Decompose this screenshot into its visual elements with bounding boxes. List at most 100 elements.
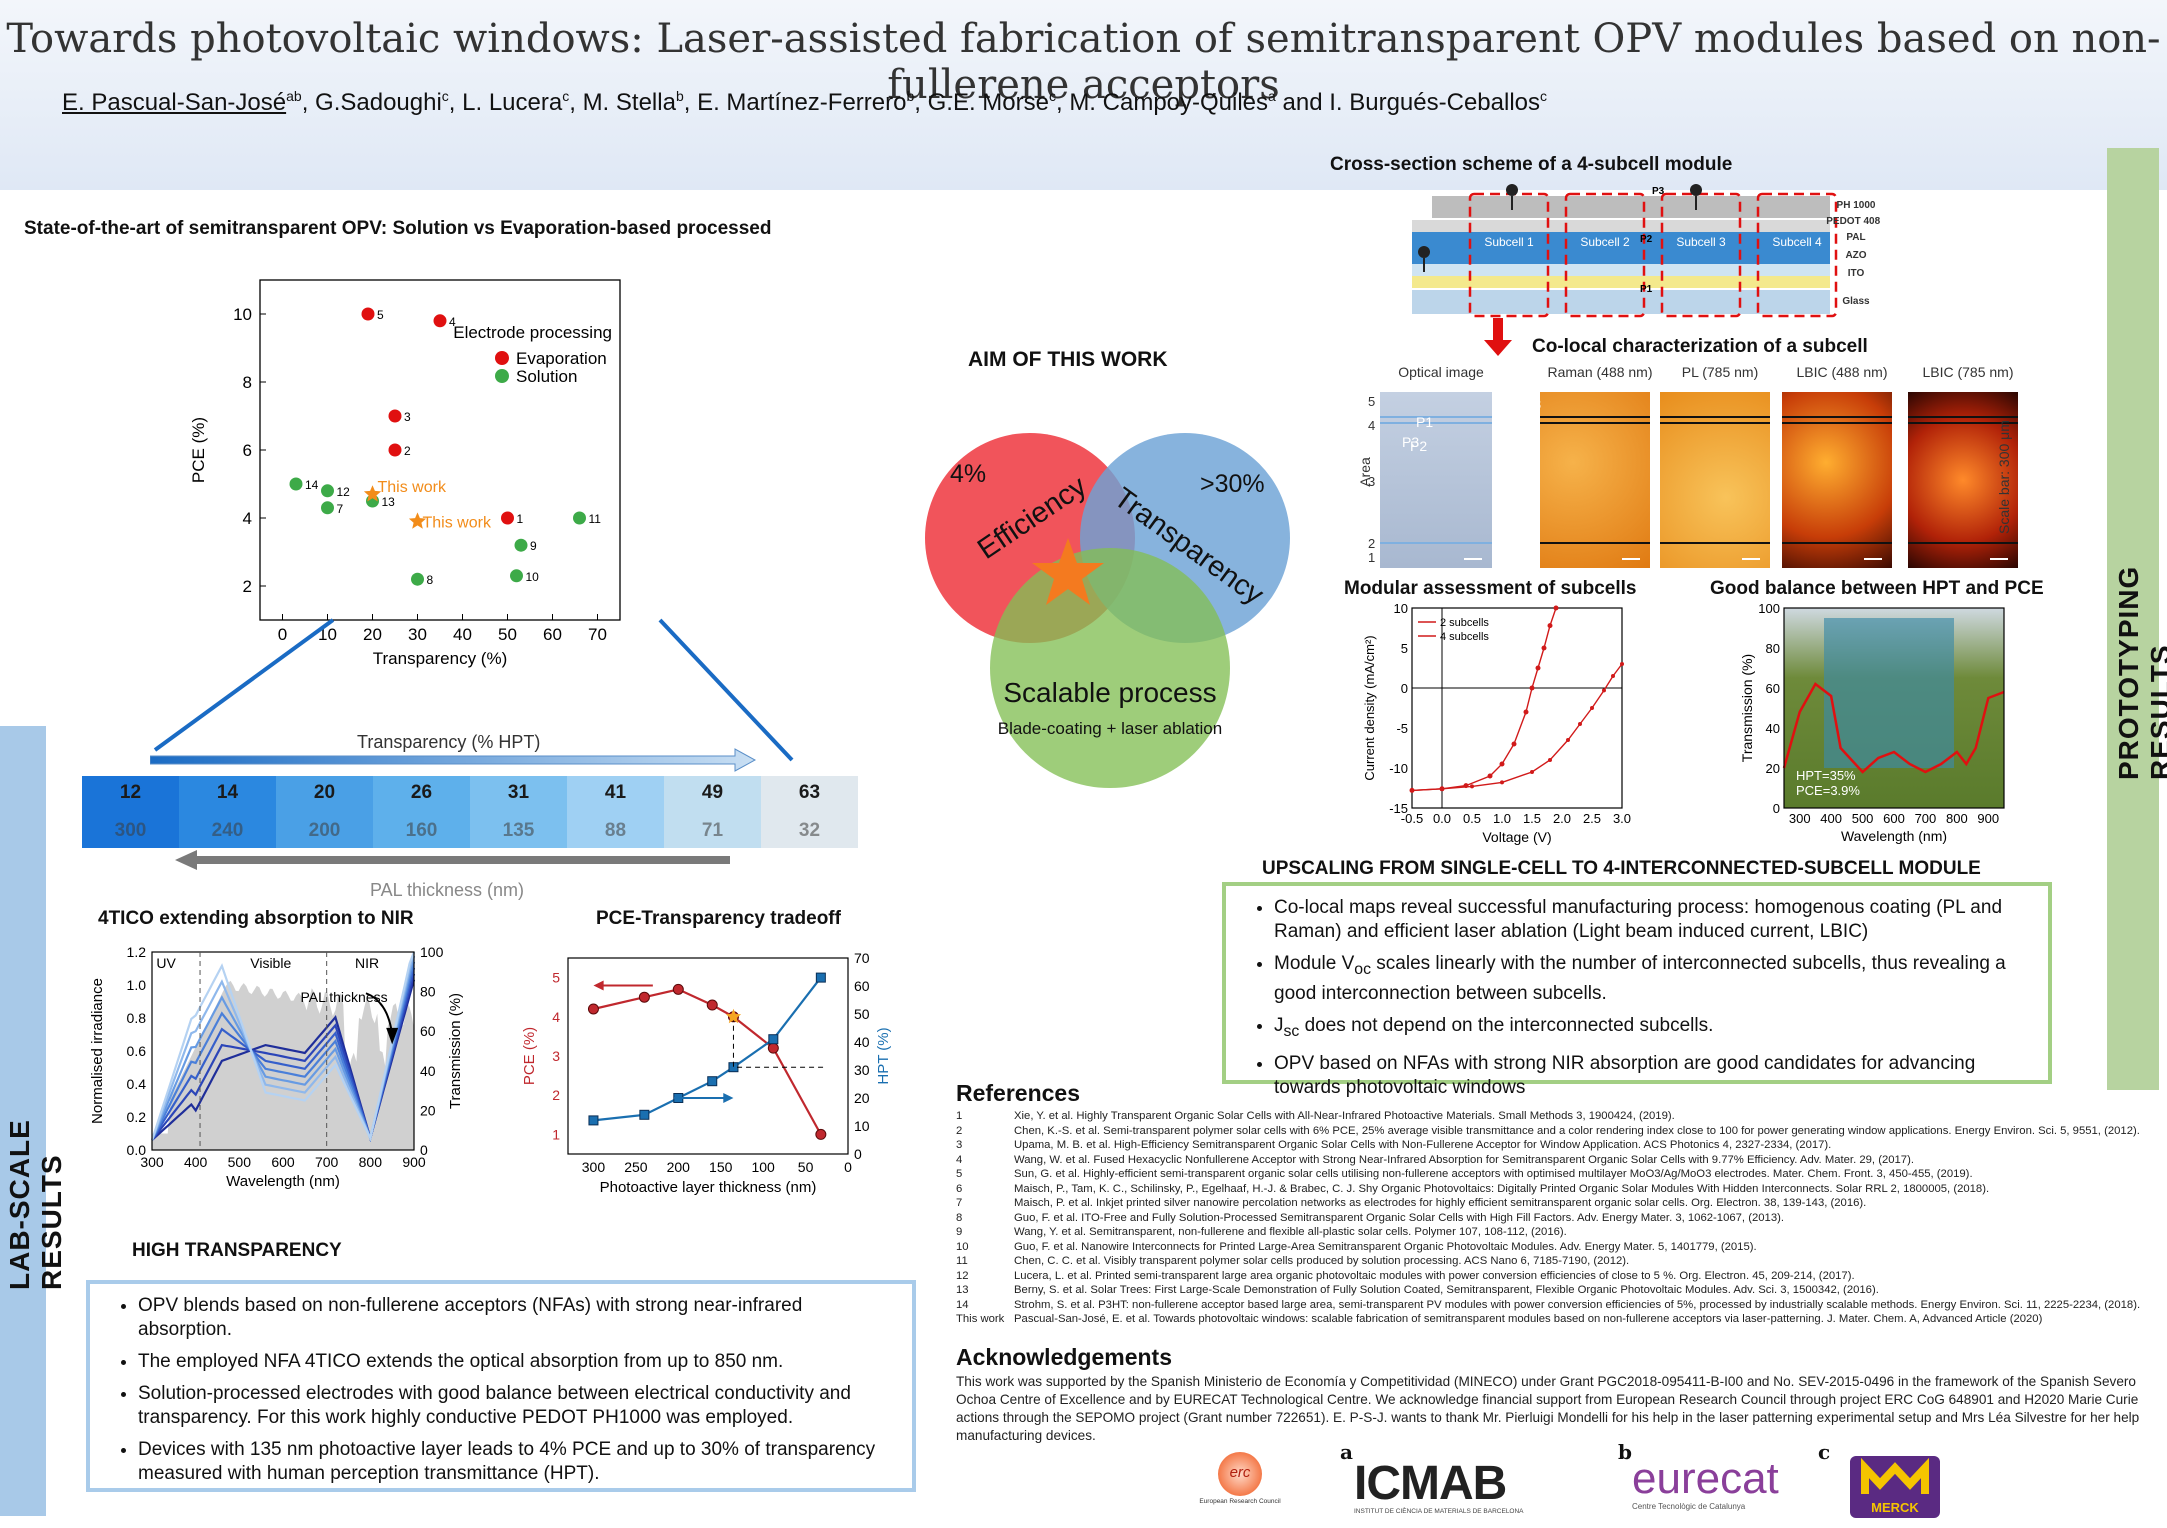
reference-number: 8	[956, 1211, 963, 1224]
area-number: 1	[1368, 550, 1376, 565]
scale-bar	[1622, 558, 1640, 560]
cross-section-title: Cross-section scheme of a 4-subcell modu…	[1330, 154, 1733, 175]
erc-logo-sub: European Research Council	[1199, 1498, 1281, 1505]
area-number: 2	[1368, 536, 1376, 551]
scalable-label: Scalable process	[1003, 677, 1216, 708]
jv-point	[1590, 706, 1594, 710]
data-point	[573, 511, 586, 525]
y-tick-label: 10	[233, 305, 252, 324]
reference-item: 6 Maisch, P., Tam, K. C., Schilinsky, P.,…	[956, 1182, 2151, 1197]
y2-tick-label: 50	[854, 1006, 870, 1022]
jv-point	[1470, 784, 1474, 789]
y2-tick-label: 80	[420, 984, 436, 1000]
scale-bar	[1742, 558, 1760, 560]
layer-label: Glass	[1842, 296, 1870, 307]
pedot-layer	[1412, 220, 1830, 232]
scalable-sub: Blade-coating + laser ablation	[998, 719, 1222, 738]
legend-label: Evaporation	[516, 349, 607, 368]
reference-text: Upama, M. B. et al. High-Efficiency Semi…	[1014, 1139, 1832, 1151]
x-axis-label: Wavelength (nm)	[1841, 828, 1947, 844]
reference-item: 10 Guo, F. et al. Nanowire Interconnects …	[956, 1240, 2151, 1255]
pal-thickness-annotation: PAL thickness	[300, 989, 387, 1005]
icmab-logo: ICMAB INSTITUT DE CIÈNCIA DE MATERIALS D…	[1354, 1460, 1564, 1516]
transparency-value: >30%	[1200, 470, 1265, 498]
efficiency-value: 4%	[950, 460, 986, 488]
y-tick-label: 80	[1766, 641, 1780, 656]
subcell-frame	[1564, 192, 1646, 318]
reference-number: 1	[956, 1110, 963, 1122]
icmab-logo-sub: INSTITUT DE CIÈNCIA DE MATERIALS DE BARC…	[1354, 1508, 1524, 1515]
y2-tick-label: 20	[420, 1102, 436, 1118]
author-affiliation: a	[1268, 88, 1276, 104]
subcell-label: Subcell 4	[1772, 235, 1822, 249]
reference-text: Chen, K.-S. et al. Semi-transparent poly…	[1014, 1124, 2140, 1137]
reference-item: 2 Chen, K.-S. et al. Semi-transparent pol…	[956, 1124, 2151, 1139]
x-tick-label: 200	[667, 1159, 691, 1175]
strip-cell: 31 135	[470, 776, 567, 848]
scale-caption: Scale bar: 300 μm	[1996, 420, 2012, 534]
transparency-strip: 12 300 14 240 20 200 26 160 31 135 41 88 49 71 63 32	[82, 776, 858, 848]
reference-item: 9 Wang, Y. et al. Semitransparent, non-fu…	[956, 1225, 2151, 1240]
hpt-point	[768, 1034, 779, 1045]
y-axis-label: Transmission (%)	[1740, 654, 1755, 762]
x-tick-label: 400	[184, 1154, 208, 1170]
reference-item: 7 Maisch, P. et al. Inkjet printed silver…	[956, 1196, 2151, 1211]
eurecat-logo-text: eurecat	[1632, 1454, 1779, 1503]
y-axis-label: Current density (mA/cm²)	[1362, 635, 1377, 780]
module-photo	[1824, 618, 1954, 768]
y-tick-label: 0	[1401, 681, 1408, 696]
legend-marker	[495, 369, 509, 383]
author-affiliation: c	[562, 88, 570, 104]
reference-item: 8 Guo, F. et al. ITO-Free and Fully Solut…	[956, 1211, 2151, 1226]
tradeoff-chart: 300 250 200 150 100 50 054321706050403020100Ph…	[521, 950, 892, 1196]
right-sidebar-label: PROTOTYPING RESULTS	[2113, 565, 2167, 780]
pce-point	[767, 1042, 779, 1054]
hpt-value: 14	[216, 782, 239, 803]
hpt-value: 63	[798, 782, 821, 803]
x-tick-label: 20	[363, 625, 382, 644]
reference-item: 11 Chen, C. C. et al. Visibly transparent…	[956, 1254, 2151, 1269]
hpt-point	[707, 1076, 718, 1087]
author-affiliation: c	[441, 88, 449, 104]
map-column-title: Raman (488 nm)	[1547, 364, 1653, 380]
plot-frame	[1783, 607, 2005, 809]
this-work-label: This work	[378, 479, 447, 496]
ito-layer	[1412, 276, 1830, 288]
author-affiliation: b	[675, 88, 684, 104]
terminal-icon	[1690, 184, 1702, 196]
x-axis-label: Transparency (%)	[373, 649, 507, 668]
legend-label: Solution	[516, 367, 577, 386]
data-point	[514, 538, 528, 552]
map-column-title: LBIC (488 nm)	[1796, 364, 1888, 380]
author-name: L. Lucera	[462, 89, 563, 116]
y2-tick-label: 0	[420, 1142, 428, 1158]
subcell-frame	[1756, 192, 1838, 318]
y-tick-label: 5	[552, 970, 560, 986]
jv-point	[1620, 662, 1624, 666]
data-point	[321, 501, 334, 515]
x-tick-label: 0.0	[1433, 811, 1451, 826]
jv-point	[1535, 665, 1541, 671]
pce-point	[587, 1003, 599, 1015]
reference-item: 3 Upama, M. B. et al. High-Efficiency Sem…	[956, 1138, 2151, 1153]
point-label: 2	[404, 444, 411, 458]
reference-text: Strohm, S. et al. P3HT: non-fullerene ac…	[1014, 1298, 2141, 1311]
reference-number: 9	[956, 1226, 963, 1238]
y-tick-label: -10	[1389, 761, 1408, 776]
hpt-point	[815, 972, 826, 983]
legend-label: 2 subcells	[1440, 617, 1489, 629]
y-tick-label: 40	[1766, 721, 1780, 736]
hpt-point	[639, 1109, 650, 1120]
y2-axis-label: Transmission (%)	[447, 993, 464, 1109]
x-tick-label: 1.5	[1523, 811, 1541, 826]
layer-label: AZO	[1845, 250, 1866, 261]
colocal-maps: Optical image Raman (488 nm) PL (785 nm) LB…	[1357, 364, 2020, 574]
p2-marker: P2	[1640, 234, 1653, 245]
scribe-line	[1660, 416, 1770, 418]
map-column-title: LBIC (785 nm)	[1922, 364, 2014, 380]
upscaling-bullet: OPV based on NFAs with strong NIR absorp…	[1274, 1052, 2036, 1100]
jv-point	[1566, 738, 1570, 742]
scribe-line	[1380, 542, 1492, 544]
region-uv: UV	[156, 955, 176, 971]
subcell-label: Subcell 3	[1676, 235, 1726, 249]
